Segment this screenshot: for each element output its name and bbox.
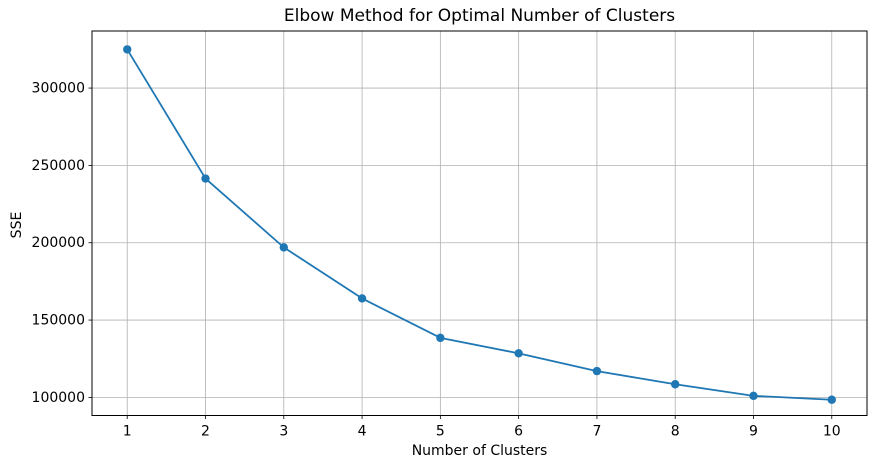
y-tick-label: 100000 — [32, 390, 85, 406]
y-tick-label: 300000 — [32, 81, 85, 97]
x-tick-label: 10 — [823, 424, 841, 440]
x-tick-label: 1 — [123, 424, 132, 440]
x-tick-label: 6 — [514, 424, 523, 440]
x-tick-label: 9 — [749, 424, 758, 440]
y-tick-label: 200000 — [32, 235, 85, 251]
data-point-marker — [201, 174, 210, 183]
data-point-marker — [749, 391, 758, 401]
data-point-marker — [279, 243, 288, 252]
plot-border — [91, 30, 868, 416]
x-tick-label: 4 — [358, 424, 367, 440]
sse-line — [126, 48, 833, 401]
x-tick-label: 3 — [279, 424, 288, 440]
data-point-marker — [514, 349, 523, 358]
x-tick-label: 7 — [592, 424, 601, 440]
data-point-marker — [436, 333, 445, 343]
x-tick-label: 5 — [436, 424, 445, 440]
x-axis-label: Number of Clusters — [411, 443, 548, 459]
chart-title: Elbow Method for Optimal Number of Clust… — [283, 6, 676, 26]
x-tick-label: 8 — [671, 424, 680, 440]
data-point-marker — [123, 45, 132, 54]
data-point-marker — [671, 380, 680, 389]
x-tick-label: 2 — [201, 424, 210, 440]
y-tick-label: 250000 — [32, 158, 85, 174]
y-tick-label: 150000 — [32, 313, 85, 329]
data-point-marker — [592, 366, 602, 376]
data-point-marker — [827, 395, 836, 404]
data-point-marker — [357, 294, 367, 303]
